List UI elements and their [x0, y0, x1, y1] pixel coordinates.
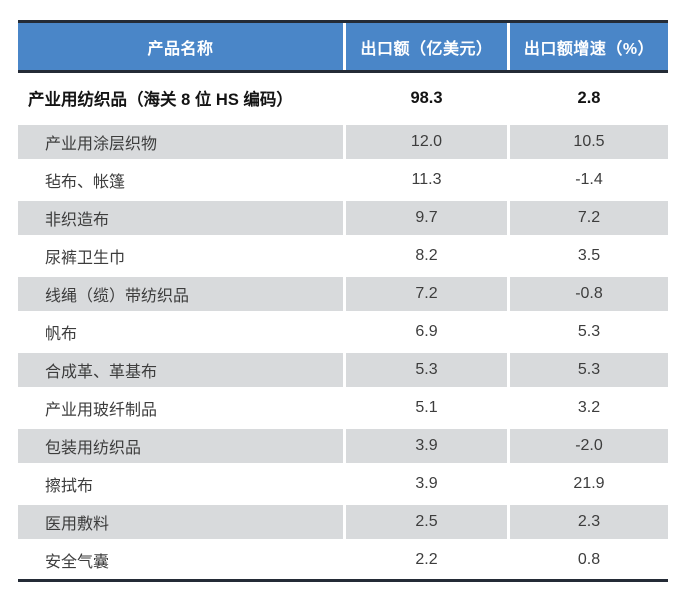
export-value-cell: 5.1 — [415, 399, 438, 416]
table-row: 帆布 6.9 5.3 — [18, 313, 668, 351]
growth-cell: -0.8 — [510, 275, 668, 313]
table-row: 包装用纺织品 3.9 -2.0 — [18, 427, 668, 465]
export-value-cell: 7.2 — [346, 275, 507, 313]
product-name-cell: 产业用玻纤制品 — [45, 402, 158, 419]
growth-cell: 2.3 — [510, 503, 668, 541]
product-name-cell: 毡布、帐篷 — [45, 174, 126, 191]
product-name-cell: 安全气囊 — [45, 554, 110, 571]
export-value-cell: 12.0 — [346, 123, 507, 161]
growth-cell: -1.4 — [575, 171, 603, 188]
growth-cell: 3.5 — [577, 247, 601, 264]
table-row: 合成革、革基布 5.3 5.3 — [18, 351, 668, 389]
table-row: 线绳（缆）带纺织品 7.2 -0.8 — [18, 275, 668, 313]
export-value-cell: 98.3 — [410, 88, 443, 107]
growth-cell: 5.3 — [510, 351, 668, 389]
table-row: 产业用玻纤制品 5.1 3.2 — [18, 389, 668, 427]
export-value-cell: 3.9 — [415, 475, 438, 492]
table-row: 毡布、帐篷 11.3 -1.4 — [18, 161, 668, 199]
product-name-cell: 合成革、革基布 — [18, 351, 343, 389]
table-row: 医用敷料 2.5 2.3 — [18, 503, 668, 541]
growth-cell: 3.2 — [577, 399, 601, 416]
growth-cell: 5.3 — [577, 323, 601, 340]
export-value-cell: 11.3 — [411, 171, 442, 188]
summary-row: 产业用纺织品（海关 8 位 HS 编码） 98.3 2.8 — [18, 73, 668, 123]
table-header-row: 产品名称 出口额（亿美元） 出口额增速（%） — [18, 23, 668, 73]
table-row: 产业用涂层织物 12.0 10.5 — [18, 123, 668, 161]
growth-cell: 7.2 — [510, 199, 668, 237]
product-name-cell: 包装用纺织品 — [18, 427, 343, 465]
product-name-cell: 线绳（缆）带纺织品 — [18, 275, 343, 313]
product-name-cell: 医用敷料 — [18, 503, 343, 541]
table-row: 非织造布 9.7 7.2 — [18, 199, 668, 237]
table-row: 尿裤卫生巾 8.2 3.5 — [18, 237, 668, 275]
product-name-cell: 帆布 — [45, 326, 78, 343]
table-row: 擦拭布 3.9 21.9 — [18, 465, 668, 503]
growth-cell: 2.8 — [577, 88, 601, 107]
export-value-cell: 6.9 — [415, 323, 438, 340]
product-name-cell: 产业用纺织品（海关 8 位 HS 编码） — [28, 91, 293, 109]
column-header-growth-rate: 出口额增速（%） — [510, 23, 668, 70]
growth-cell: 21.9 — [573, 475, 605, 492]
export-value-cell: 5.3 — [346, 351, 507, 389]
export-table: 产品名称 出口额（亿美元） 出口额增速（%） 产业用纺织品（海关 8 位 HS … — [18, 20, 668, 582]
export-value-cell: 2.5 — [346, 503, 507, 541]
export-value-cell: 3.9 — [346, 427, 507, 465]
export-value-cell: 8.2 — [415, 247, 438, 264]
product-name-cell: 非织造布 — [18, 199, 343, 237]
growth-cell: 10.5 — [510, 123, 668, 161]
growth-cell: 0.8 — [577, 551, 601, 568]
product-name-cell: 擦拭布 — [45, 478, 94, 495]
product-name-cell: 产业用涂层织物 — [18, 123, 343, 161]
table-row: 安全气囊 2.2 0.8 — [18, 541, 668, 579]
column-header-export-value: 出口额（亿美元） — [346, 23, 507, 70]
growth-cell: -2.0 — [510, 427, 668, 465]
export-value-cell: 9.7 — [346, 199, 507, 237]
export-value-cell: 2.2 — [415, 551, 438, 568]
product-name-cell: 尿裤卫生巾 — [45, 250, 126, 267]
column-header-product-name: 产品名称 — [18, 23, 343, 70]
